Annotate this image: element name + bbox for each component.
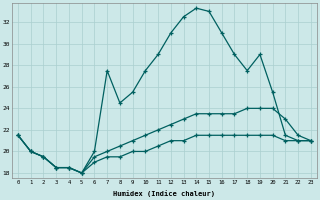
X-axis label: Humidex (Indice chaleur): Humidex (Indice chaleur): [114, 190, 215, 197]
